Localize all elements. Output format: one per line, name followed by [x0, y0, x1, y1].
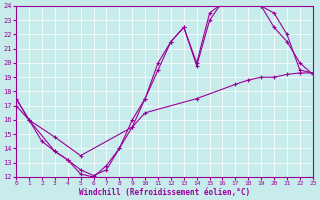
X-axis label: Windchill (Refroidissement éolien,°C): Windchill (Refroidissement éolien,°C): [79, 188, 250, 197]
